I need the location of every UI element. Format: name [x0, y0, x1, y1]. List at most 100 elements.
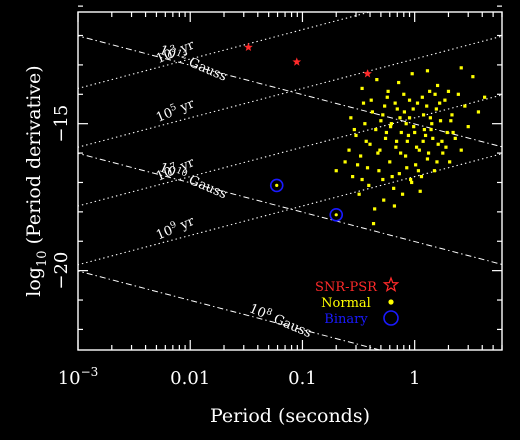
normal-pulsar-point: [375, 78, 379, 82]
normal-pulsar-point: [376, 151, 380, 155]
normal-pulsar-point: [399, 130, 403, 135]
normal-pulsar-point: [390, 174, 394, 179]
normal-pulsar-point: [347, 148, 351, 152]
normal-pulsar-point: [432, 169, 437, 173]
normal-pulsar-point: [436, 142, 440, 146]
normal-pulsar-point: [381, 113, 385, 117]
normal-pulsar-point: [360, 177, 364, 182]
age-line-5-yr: [78, 35, 502, 148]
normal-pulsar-point: [443, 98, 447, 102]
normal-pulsar-point: [343, 160, 347, 164]
normal-pulsar-point: [369, 98, 373, 102]
normal-pulsar-point: [412, 125, 416, 129]
normal-pulsar-point: [386, 89, 390, 93]
age-line-label: 109 yr: [154, 213, 198, 244]
normal-pulsar-point: [371, 222, 376, 226]
normal-pulsar-point: [428, 89, 432, 93]
normal-pulsar-point: [426, 151, 431, 155]
normal-pulsar-point: [388, 125, 393, 129]
normal-pulsar-point: [416, 169, 421, 173]
legend-label-snr-psr: SNR-PSR: [315, 280, 378, 295]
normal-pulsar-point: [370, 110, 374, 114]
normal-pulsar-point: [448, 160, 452, 164]
binary-pulsar-circle: [329, 208, 344, 222]
x-tick-label: 10−3: [58, 365, 99, 389]
age-line-9-yr: [78, 153, 502, 266]
normal-pulsar-point: [449, 119, 453, 123]
normal-pulsar-point: [445, 130, 449, 135]
normal-pulsar-point: [428, 116, 432, 120]
normal-pulsar-point: [379, 119, 383, 123]
normal-pulsar-point: [383, 104, 387, 108]
reference-lines: [78, 12, 502, 350]
normal-pulsar-point: [410, 72, 414, 76]
normal-pulsar-point: [446, 89, 451, 93]
normal-pulsar-point: [374, 127, 378, 132]
normal-pulsar-point: [419, 174, 424, 179]
binary-pulsar-circle: [269, 178, 284, 193]
binary-pulsar-point: [275, 183, 279, 188]
normal-pulsar-point: [438, 119, 443, 123]
normal-pulsar-point: [398, 116, 402, 120]
normal-pulsar-point: [351, 174, 355, 179]
normal-pulsar-point: [394, 145, 398, 149]
normal-pulsar-point: [413, 130, 417, 135]
normal-pulsar-point: [392, 204, 397, 208]
normal-pulsar-point: [471, 75, 475, 79]
normal-pulsar-point: [417, 148, 421, 152]
y-tick-label: −20: [51, 252, 72, 290]
normal-pulsar-point: [405, 139, 409, 143]
x-tick-label: 0.01: [170, 368, 210, 389]
age-line-label: 107 yr: [154, 154, 198, 185]
normal-pulsar-point: [406, 133, 411, 138]
normal-pulsar-point: [365, 166, 370, 170]
age-line-3-yr: [78, 12, 372, 89]
normal-pulsar-point: [425, 69, 430, 73]
normal-pulsar-point: [395, 107, 399, 111]
normal-pulsar-point: [435, 160, 439, 164]
normal-pulsar-point: [450, 113, 454, 117]
y-tick-label: −15: [51, 105, 72, 143]
age-line-label: 103 yr: [154, 36, 198, 67]
normal-pulsar-point: [399, 151, 403, 155]
legend-label-binary: Binary: [324, 312, 368, 327]
normal-pulsar-point: [394, 139, 399, 143]
field-line-10-gauss: [78, 152, 502, 265]
normal-pulsar-point: [463, 104, 467, 108]
normal-pulsar-point: [411, 107, 415, 111]
normal-pulsar-point: [414, 145, 419, 149]
normal-pulsar-point: [334, 169, 338, 173]
normal-pulsar-point: [397, 80, 401, 85]
plot-frame: [77, 11, 503, 351]
normal-pulsar-point: [421, 113, 426, 117]
normal-pulsar-point: [388, 160, 392, 164]
normal-pulsar-point: [415, 101, 420, 105]
normal-pulsar-point: [407, 98, 412, 102]
normal-pulsar-point: [414, 163, 418, 167]
normal-pulsar-point: [423, 133, 428, 138]
normal-pulsar-point: [429, 127, 433, 132]
normal-pulsar-point: [364, 139, 368, 143]
normal-pulsar-point: [466, 125, 470, 129]
normal-pulsar-point: [389, 122, 393, 126]
data-points: [244, 42, 487, 226]
normal-pulsar-point: [393, 101, 397, 105]
normal-pulsar-point: [357, 192, 361, 196]
normal-pulsar-point: [409, 177, 413, 182]
normal-pulsar-point: [403, 154, 408, 158]
normal-pulsar-point: [438, 101, 442, 105]
normal-pulsar-point: [352, 127, 356, 132]
normal-pulsar-point: [361, 101, 366, 105]
normal-pulsar-point: [402, 110, 407, 114]
normal-pulsar-point: [404, 122, 408, 126]
normal-pulsar-point: [367, 183, 371, 188]
age-line-label: 105 yr: [154, 95, 198, 126]
y-axis-label: log10 (Period derivative): [23, 65, 50, 296]
normal-pulsar-point: [431, 136, 435, 140]
normal-pulsar-point: [483, 95, 487, 99]
normal-pulsar-point: [420, 95, 424, 99]
legend-dot-icon: [388, 299, 394, 305]
normal-pulsar-point: [476, 110, 481, 114]
normal-pulsar-point: [430, 122, 434, 126]
